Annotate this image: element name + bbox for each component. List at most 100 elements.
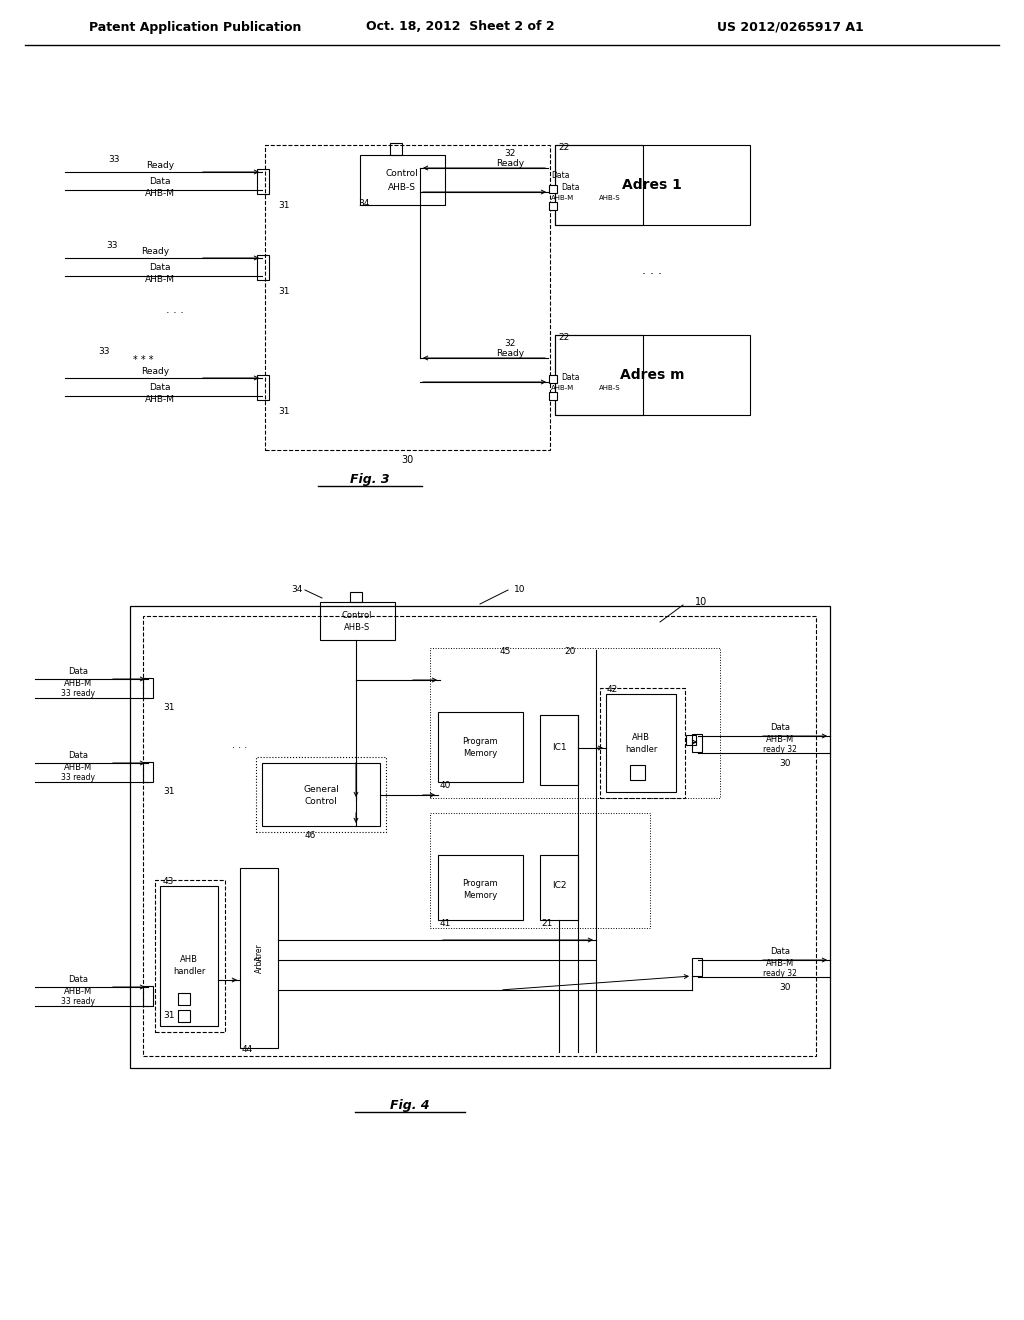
- Text: Fig. 4: Fig. 4: [390, 1098, 430, 1111]
- Text: Adres 1: Adres 1: [622, 178, 682, 191]
- Bar: [540, 855, 578, 920]
- Text: Ready: Ready: [496, 158, 524, 168]
- Bar: [257, 375, 269, 400]
- Text: . . .: . . .: [166, 305, 184, 315]
- Text: AHB-M: AHB-M: [63, 678, 92, 688]
- Bar: [555, 335, 643, 414]
- Text: Program: Program: [462, 738, 498, 747]
- Text: Data: Data: [561, 182, 580, 191]
- Bar: [549, 375, 557, 383]
- Text: AHB-M: AHB-M: [551, 385, 574, 391]
- Text: AHB-S: AHB-S: [344, 623, 370, 632]
- Text: Oct. 18, 2012  Sheet 2 of 2: Oct. 18, 2012 Sheet 2 of 2: [366, 21, 554, 33]
- Bar: [262, 763, 380, 826]
- Text: 10: 10: [514, 586, 525, 594]
- Bar: [630, 766, 645, 780]
- Text: 31: 31: [163, 788, 174, 796]
- Text: Data: Data: [150, 384, 171, 392]
- Bar: [350, 591, 362, 602]
- Text: AHB-M: AHB-M: [145, 396, 175, 404]
- Text: 33 ready: 33 ready: [61, 998, 95, 1006]
- Text: 21: 21: [541, 920, 552, 928]
- Bar: [319, 602, 395, 640]
- Text: US 2012/0265917 A1: US 2012/0265917 A1: [717, 21, 863, 33]
- Bar: [178, 993, 190, 1005]
- Text: 33 ready: 33 ready: [61, 689, 95, 698]
- Text: 43: 43: [163, 878, 174, 887]
- Text: 32: 32: [504, 338, 516, 347]
- Text: AHB-S: AHB-S: [388, 182, 416, 191]
- Text: handler: handler: [625, 746, 657, 755]
- Text: Data: Data: [68, 751, 88, 760]
- Text: AHB-M: AHB-M: [145, 276, 175, 285]
- Text: 22: 22: [558, 333, 569, 342]
- Text: AHB-M: AHB-M: [145, 190, 175, 198]
- Text: Data: Data: [150, 264, 171, 272]
- Text: 33: 33: [106, 240, 118, 249]
- Text: Patent Application Publication: Patent Application Publication: [89, 21, 301, 33]
- Text: handler: handler: [173, 968, 205, 977]
- Text: 31: 31: [278, 202, 290, 210]
- Bar: [430, 813, 650, 928]
- Text: . . .: . . .: [232, 741, 248, 750]
- Text: ready 32: ready 32: [763, 746, 797, 755]
- Text: 32: 32: [504, 149, 516, 157]
- Bar: [160, 886, 218, 1026]
- Bar: [606, 694, 676, 792]
- Bar: [257, 255, 269, 280]
- Text: AHB-S: AHB-S: [599, 385, 621, 391]
- Text: 30: 30: [779, 983, 791, 993]
- Bar: [155, 880, 225, 1032]
- Text: Data: Data: [770, 723, 790, 733]
- Text: AHB: AHB: [632, 734, 650, 742]
- Text: . . .: . . .: [642, 264, 662, 276]
- Bar: [438, 711, 523, 781]
- Bar: [130, 606, 830, 1068]
- Bar: [549, 392, 557, 400]
- Text: Ready: Ready: [141, 367, 169, 376]
- Text: 30: 30: [779, 759, 791, 768]
- Text: Data: Data: [150, 177, 171, 186]
- Text: Memory: Memory: [463, 750, 497, 759]
- Text: 31: 31: [163, 704, 174, 713]
- Text: 46: 46: [304, 832, 315, 841]
- Text: Control: Control: [304, 797, 337, 807]
- Bar: [692, 734, 702, 752]
- Bar: [430, 648, 720, 799]
- Bar: [549, 202, 557, 210]
- Bar: [555, 335, 750, 414]
- Text: 31: 31: [278, 408, 290, 417]
- Text: Adres m: Adres m: [620, 368, 684, 381]
- Text: General: General: [303, 785, 339, 795]
- Text: Memory: Memory: [463, 891, 497, 899]
- Bar: [143, 678, 153, 698]
- Bar: [240, 869, 278, 1048]
- Text: 40: 40: [440, 781, 452, 791]
- Text: Program: Program: [462, 879, 498, 887]
- Text: Ready: Ready: [141, 248, 169, 256]
- Bar: [178, 1010, 190, 1022]
- Text: Data: Data: [68, 975, 88, 985]
- Text: Ready: Ready: [496, 348, 524, 358]
- Text: 34: 34: [358, 198, 370, 207]
- Text: 45: 45: [500, 648, 511, 656]
- Text: Data: Data: [770, 948, 790, 957]
- Bar: [265, 145, 550, 450]
- Bar: [600, 688, 685, 799]
- Text: 30: 30: [400, 455, 413, 465]
- Bar: [256, 756, 386, 832]
- Bar: [549, 185, 557, 193]
- Text: 42: 42: [607, 685, 618, 694]
- Bar: [692, 958, 702, 975]
- Text: Control: Control: [342, 611, 373, 620]
- Text: AHB-M: AHB-M: [766, 734, 795, 743]
- Text: Data: Data: [561, 372, 580, 381]
- Text: Data: Data: [552, 172, 570, 181]
- Text: A: A: [255, 956, 263, 961]
- Bar: [555, 145, 643, 224]
- Text: AHB-M: AHB-M: [63, 986, 92, 995]
- Text: ready 32: ready 32: [763, 969, 797, 978]
- Bar: [143, 616, 816, 1056]
- Text: Arbitrer: Arbitrer: [255, 942, 263, 973]
- Bar: [686, 735, 696, 744]
